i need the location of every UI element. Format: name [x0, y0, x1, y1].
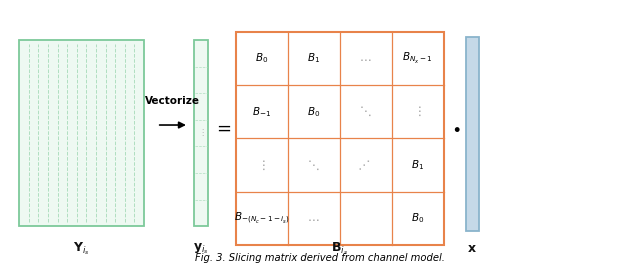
Text: $\mathbf{B}_{i_s}$: $\mathbf{B}_{i_s}$ — [331, 240, 348, 257]
Bar — [19, 40, 144, 226]
Bar — [466, 37, 479, 231]
Text: $B_{-(N_c-1-i_s)}$: $B_{-(N_c-1-i_s)}$ — [234, 210, 289, 226]
Text: $B_0$: $B_0$ — [307, 105, 320, 119]
Text: $\cdots$: $\cdots$ — [307, 212, 320, 225]
Bar — [236, 32, 444, 245]
Text: $\mathbf{Y}_{i_s}$: $\mathbf{Y}_{i_s}$ — [73, 240, 90, 257]
Bar — [194, 40, 208, 226]
Text: $\cdots$: $\cdots$ — [359, 52, 372, 65]
Text: $B_0$: $B_0$ — [411, 211, 424, 225]
Text: $\bullet$: $\bullet$ — [451, 119, 461, 137]
Text: Fig. 3. Slicing matrix derived from channel model.: Fig. 3. Slicing matrix derived from chan… — [195, 253, 445, 263]
Text: $\mathbf{x}$: $\mathbf{x}$ — [467, 242, 477, 255]
Text: $\vdots$: $\vdots$ — [198, 127, 204, 139]
Text: $B_{-1}$: $B_{-1}$ — [252, 105, 271, 119]
Text: $\ddots$: $\ddots$ — [359, 159, 372, 171]
Text: $=$: $=$ — [213, 119, 232, 137]
Text: Vectorize: Vectorize — [145, 96, 200, 106]
Text: $B_0$: $B_0$ — [255, 52, 268, 65]
Text: $B_1$: $B_1$ — [307, 52, 320, 65]
Text: $\mathbf{y}_{i_s}$: $\mathbf{y}_{i_s}$ — [193, 242, 209, 256]
Text: $\vdots$: $\vdots$ — [257, 158, 266, 172]
Text: $\ddots$: $\ddots$ — [307, 158, 320, 172]
Text: $B_1$: $B_1$ — [411, 158, 424, 172]
Text: $B_{N_x-1}$: $B_{N_x-1}$ — [402, 51, 433, 66]
Text: $\vdots$: $\vdots$ — [413, 105, 422, 118]
Text: $\ddots$: $\ddots$ — [359, 105, 372, 118]
